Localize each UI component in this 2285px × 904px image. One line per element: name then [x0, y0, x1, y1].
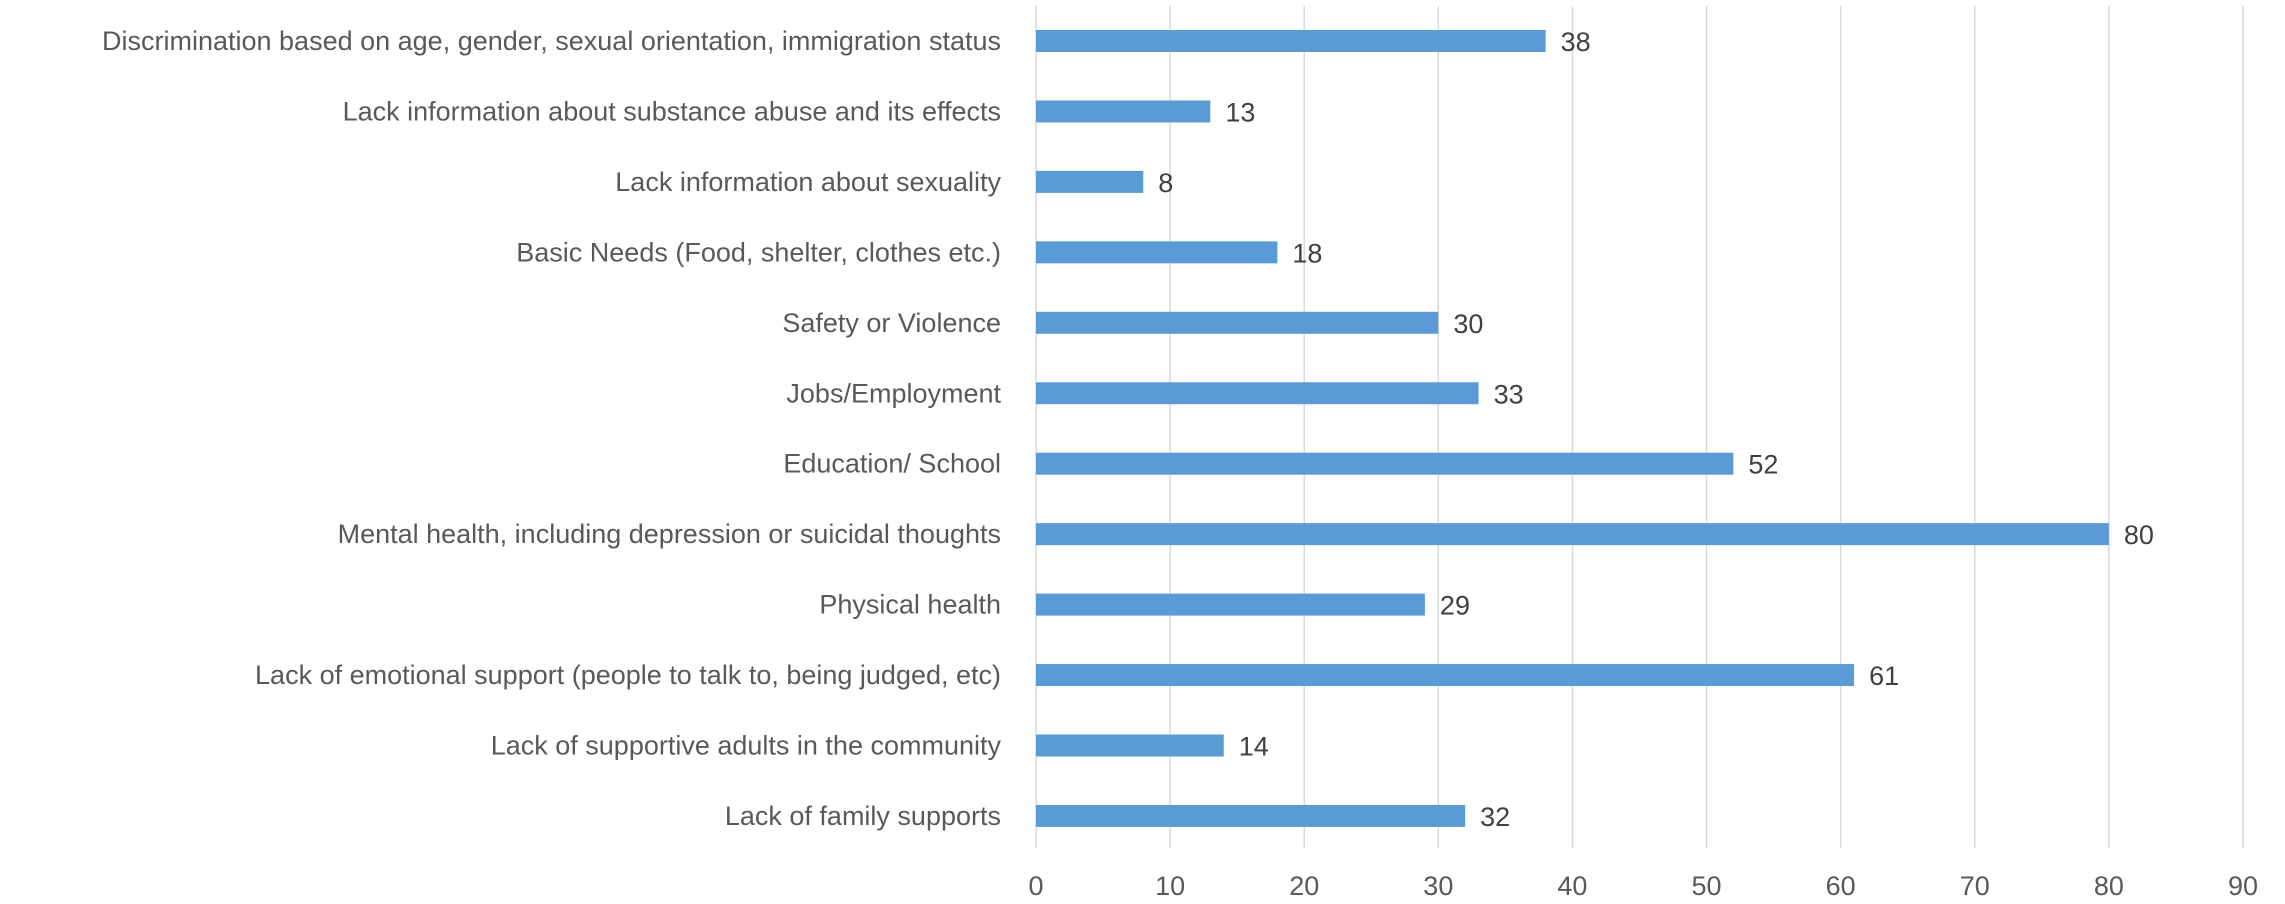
data-label: 33	[1494, 379, 1524, 409]
data-label: 61	[1869, 661, 1899, 691]
bar	[1036, 734, 1224, 757]
x-tick-label: 80	[2094, 871, 2124, 901]
bar	[1036, 523, 2109, 546]
data-label: 8	[1158, 168, 1173, 198]
x-tick-label: 40	[1557, 871, 1587, 901]
x-tick-label: 90	[2228, 871, 2258, 901]
x-tick-label: 0	[1028, 871, 1043, 901]
bar	[1036, 311, 1439, 334]
x-tick-label: 50	[1692, 871, 1722, 901]
data-label: 38	[1561, 27, 1591, 57]
x-tick-label: 20	[1289, 871, 1319, 901]
data-label: 52	[1748, 450, 1778, 480]
category-label: Lack of supportive adults in the communi…	[491, 731, 1002, 761]
category-labels: Discrimination based on age, gender, sex…	[102, 26, 1001, 831]
category-label: Mental health, including depression or s…	[338, 519, 1001, 549]
bar	[1036, 241, 1278, 264]
category-label: Lack information about substance abuse a…	[343, 96, 1001, 126]
bar	[1036, 382, 1479, 405]
category-label: Jobs/Employment	[786, 378, 1001, 408]
category-label: Safety or Violence	[782, 308, 1001, 338]
data-label: 13	[1225, 97, 1255, 127]
data-label: 29	[1440, 591, 1470, 621]
gridlines	[1035, 6, 2244, 848]
x-axis-tick-labels: 0 10 20 30 40 50 60 70 80 90	[1028, 871, 2258, 901]
category-label: Lack information about sexuality	[615, 167, 1001, 197]
bars	[1036, 30, 2109, 827]
x-tick-label: 60	[1826, 871, 1856, 901]
category-label: Education/ School	[783, 449, 1001, 479]
bar	[1036, 664, 1855, 687]
x-tick-label: 10	[1155, 871, 1185, 901]
bar	[1036, 100, 1211, 123]
bar	[1036, 593, 1425, 616]
bar	[1036, 452, 1734, 475]
category-label: Lack of emotional support (people to tal…	[255, 660, 1001, 690]
bar	[1036, 30, 1546, 52]
category-label: Lack of family supports	[725, 801, 1001, 831]
category-label: Basic Needs (Food, shelter, clothes etc.…	[516, 237, 1001, 267]
bar	[1036, 170, 1144, 193]
category-label: Discrimination based on age, gender, sex…	[102, 26, 1001, 56]
data-label: 30	[1453, 309, 1483, 339]
data-label: 14	[1239, 732, 1269, 762]
x-tick-label: 30	[1423, 871, 1453, 901]
x-tick-label: 70	[1960, 871, 1990, 901]
data-label: 32	[1480, 802, 1510, 832]
data-labels: 38 13 8 18 30 33 52 80 29 61 14 32	[1158, 27, 2154, 832]
bar	[1036, 804, 1466, 827]
category-label: Physical health	[819, 590, 1001, 620]
data-label: 18	[1292, 238, 1322, 268]
data-label: 80	[2124, 520, 2154, 550]
